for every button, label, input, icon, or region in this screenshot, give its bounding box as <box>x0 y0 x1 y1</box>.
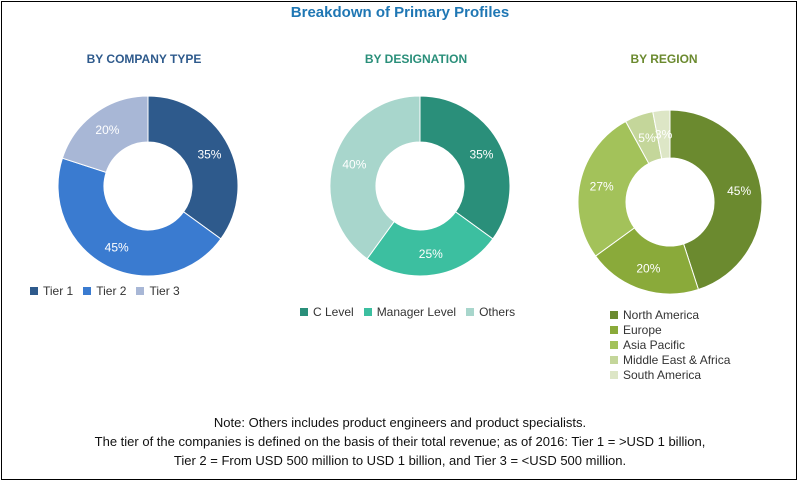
slice-c-level <box>419 95 511 240</box>
legend-swatch <box>30 287 38 295</box>
slice-south-america <box>652 109 671 160</box>
slice-label: 20% <box>95 123 119 137</box>
legend-label: Asia Pacific <box>623 338 686 352</box>
slice-label: 40% <box>342 158 366 172</box>
legend-label: Tier 3 <box>149 284 180 298</box>
legend-item: South America <box>610 368 730 382</box>
slice-label: 27% <box>590 180 614 194</box>
legend-label: Middle East & Africa <box>623 353 731 367</box>
slice-north-america <box>669 109 763 291</box>
note-line: Note: Others includes product engineers … <box>213 415 587 430</box>
slice-label: 3% <box>655 127 673 141</box>
legend-label: C Level <box>313 305 354 319</box>
legend-item: Middle East & Africa <box>610 353 730 367</box>
note-line: Tier 2 = From USD 500 million to USD 1 b… <box>173 453 627 468</box>
slice-label: 25% <box>419 247 443 261</box>
legend-company-type: Tier 1 Tier 2 Tier 3 <box>30 284 180 298</box>
slice-label: 20% <box>636 262 660 276</box>
legend-swatch <box>136 287 145 295</box>
legend-swatch <box>363 308 372 316</box>
legend-label: Tier 1 <box>43 284 74 298</box>
slice-manager-level <box>366 211 494 277</box>
main-title: Breakdown of Primary Profiles <box>290 4 510 21</box>
legend-item: Tier 3 <box>136 284 180 298</box>
legend-swatch <box>83 287 92 295</box>
chart-title-designation: BY DESIGNATION <box>364 52 468 66</box>
legend-swatch <box>610 341 618 349</box>
slice-tier-1 <box>147 95 239 240</box>
legend-swatch <box>610 371 618 379</box>
slice-label: 35% <box>197 148 221 162</box>
slice-label: 35% <box>469 148 493 162</box>
legend-item: Europe <box>610 323 730 337</box>
legend-label: Tier 2 <box>96 284 127 298</box>
legend-label: North America <box>623 308 700 322</box>
legend-item: Tier 1 <box>30 284 73 298</box>
slice-others <box>329 95 421 260</box>
legend-designation: C Level Manager Level Others <box>300 305 515 319</box>
legend-swatch <box>610 311 618 319</box>
slice-label: 45% <box>105 240 129 254</box>
slice-tier-2 <box>57 157 222 277</box>
slice-label: 45% <box>727 184 751 198</box>
legend-swatch <box>466 308 475 316</box>
legend-item: Tier 2 <box>83 284 126 298</box>
legend-swatch <box>610 356 618 364</box>
chart-title-region: BY REGION <box>630 52 698 66</box>
legend-item: Others <box>466 305 515 319</box>
legend-label: Europe <box>623 323 662 337</box>
slice-label: 5% <box>638 131 656 145</box>
legend-label: South America <box>623 368 702 382</box>
slice-tier-3 <box>61 95 149 174</box>
chart-title-company-type: BY COMPANY TYPE <box>86 52 202 66</box>
note-line: The tier of the companies is defined on … <box>94 434 706 449</box>
legend-label: Others <box>479 305 516 319</box>
legend-swatch <box>300 308 308 316</box>
footnotes: Note: Others includes product engineers … <box>0 413 800 470</box>
legend-region: North America Europe Asia Pacific Middle Ea… <box>610 308 730 382</box>
legend-item: Asia Pacific <box>610 338 730 352</box>
legend-label: Manager Level <box>376 305 457 319</box>
legend-item: Manager Level <box>363 305 457 319</box>
legend-item: North America <box>610 308 730 322</box>
legend-swatch <box>610 326 618 334</box>
legend-item: C Level <box>300 305 354 319</box>
slice-asia-pacific <box>577 120 650 257</box>
